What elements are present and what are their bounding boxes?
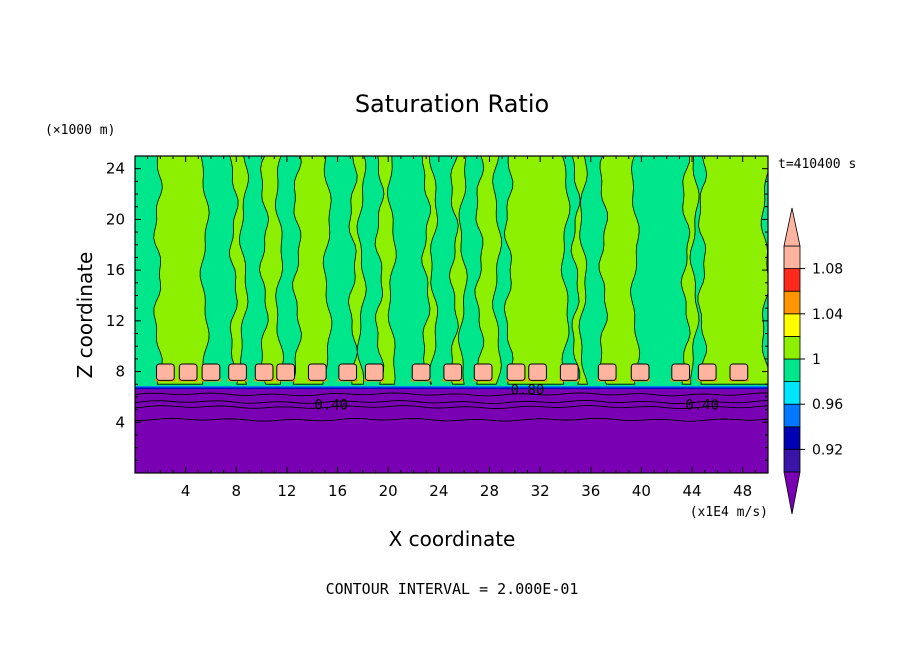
y-unit-label: (×1000 m) <box>45 123 115 138</box>
colorbar-upper-arrow <box>783 207 801 247</box>
x-tick-label: 24 <box>429 482 448 500</box>
time-label: t=410400 s <box>778 157 856 172</box>
supersaturated-cell <box>506 363 526 381</box>
x-tick-label: 40 <box>632 482 651 500</box>
x-tick-label: 12 <box>277 482 296 500</box>
supersaturated-cell <box>411 363 431 381</box>
colorbar-lower-arrow <box>783 471 801 515</box>
plume-region <box>374 156 397 385</box>
y-axis: 4 8 12 16 20 24 <box>106 160 768 461</box>
y-tick-label: 4 <box>115 413 125 431</box>
y-tick-label: 12 <box>106 312 125 330</box>
x-tick-label: 4 <box>181 482 191 500</box>
colorbar-swatch <box>783 268 801 292</box>
supersaturated-cell <box>630 363 650 381</box>
colorbar-swatch <box>783 426 801 450</box>
y-tick-label: 24 <box>106 160 125 178</box>
colorbar-tick-label: 0.96 <box>812 397 843 413</box>
y-tick-label: 16 <box>106 261 125 279</box>
x-tick-label: 20 <box>379 482 398 500</box>
contour-line <box>135 417 768 422</box>
colorbar: 0.92 0.96 1 1.04 1.08 <box>783 207 843 515</box>
supersaturated-cell <box>364 363 384 381</box>
plume-region <box>598 156 641 385</box>
x-axis: 4 8 12 16 20 24 28 32 36 40 44 48 <box>147 156 756 500</box>
transition-band <box>135 387 768 390</box>
supersaturated-cell <box>201 363 221 381</box>
supersaturated-cell <box>178 363 198 381</box>
supersaturated-cell <box>528 363 547 381</box>
supersaturated-cell <box>156 363 175 381</box>
colorbar-tick-label: 1 <box>812 352 821 368</box>
chart-title: Saturation Ratio <box>355 90 549 118</box>
supersaturated-cell <box>254 363 274 381</box>
supersaturated-cell <box>671 363 691 381</box>
contour-interval-footer: CONTOUR INTERVAL = 2.000E-01 <box>326 580 579 598</box>
y-tick-label: 8 <box>115 363 125 381</box>
supersaturated-cell <box>276 363 296 381</box>
x-tick-label: 32 <box>531 482 550 500</box>
supersaturated-cell <box>559 363 579 381</box>
plume-region <box>347 156 367 385</box>
x-tick-label: 8 <box>232 482 242 500</box>
plume-region <box>292 156 333 385</box>
supersaturated-cell <box>597 363 617 381</box>
plume-region <box>697 156 768 385</box>
colorbar-swatch <box>783 358 801 383</box>
contour-field: 0.40 0.40 0.80 <box>135 156 768 473</box>
supersaturated-cell <box>443 363 463 381</box>
colorbar-tick-label: 1.08 <box>812 262 843 278</box>
plume-region <box>153 156 210 385</box>
plume-region <box>570 156 589 385</box>
colorbar-swatch <box>783 313 801 337</box>
plume-region <box>680 156 700 385</box>
plume-region <box>503 156 571 385</box>
contour-line <box>135 392 768 397</box>
supersaturated-cell <box>307 363 327 381</box>
contour-line <box>135 405 768 410</box>
plume-region <box>448 156 468 385</box>
plume-region <box>259 156 284 385</box>
x-tick-label: 16 <box>328 482 347 500</box>
x-tick-label: 36 <box>581 482 600 500</box>
supersaturated-cell <box>338 363 358 381</box>
colorbar-swatch <box>783 335 801 360</box>
x-tick-label: 48 <box>733 482 752 500</box>
plume-region <box>421 156 439 385</box>
contour-line <box>135 400 768 404</box>
supersaturated-cell <box>228 363 247 381</box>
y-axis-title: Z coordinate <box>73 252 97 379</box>
colorbar-tick-label: 0.92 <box>812 442 843 458</box>
colorbar-swatch <box>783 403 801 428</box>
x-axis-title: X coordinate <box>389 527 516 551</box>
x-tick-label: 28 <box>480 482 499 500</box>
colorbar-swatch <box>783 448 801 473</box>
y-tick-label: 20 <box>106 210 125 228</box>
colorbar-swatch <box>783 381 801 405</box>
contour-label: 0.40 <box>685 398 719 414</box>
colorbar-tick-label: 1.04 <box>812 307 843 323</box>
plume-region <box>474 156 503 385</box>
colorbar-swatch <box>783 290 801 315</box>
contour-label: 0.40 <box>314 398 348 414</box>
plume-region <box>228 156 249 385</box>
x-unit-label: (x1E4 m/s) <box>690 505 768 520</box>
contour-label: 0.80 <box>511 382 545 398</box>
supersaturated-cell <box>729 363 749 381</box>
lower-dry-layer <box>135 388 768 473</box>
x-tick-label: 44 <box>682 482 701 500</box>
colorbar-swatch <box>783 245 801 270</box>
supersaturated-cell <box>473 363 493 381</box>
supersaturated-cell <box>697 363 717 381</box>
